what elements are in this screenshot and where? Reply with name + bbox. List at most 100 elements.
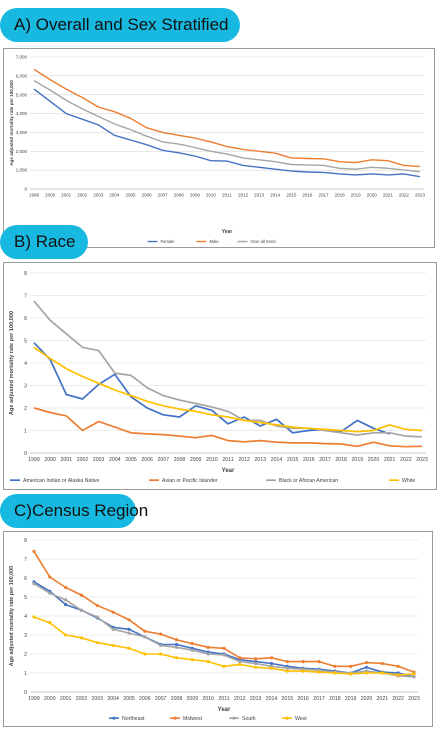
data-point xyxy=(159,632,163,636)
x-tick-label: 2018 xyxy=(335,457,347,463)
data-point xyxy=(269,666,274,670)
chart-race: 0 1 2 3 4 5 6 7 8 1999 2000 2001 2002 2003 2004 2005 200… xyxy=(9,271,428,484)
series-line-0 xyxy=(33,581,415,678)
data-point xyxy=(333,664,337,668)
x-tick-label: 2002 xyxy=(77,457,89,463)
x-tick-label: 2021 xyxy=(384,457,396,463)
y-tick-label: 5,000 xyxy=(16,92,28,97)
legend-label: White xyxy=(402,478,415,484)
x-tick-label: 2001 xyxy=(61,193,72,198)
legend-label: American Indian or Alaska Native xyxy=(23,478,100,484)
series-line-0 xyxy=(33,342,390,435)
data-point xyxy=(159,652,163,656)
x-tick-label: 2003 xyxy=(93,193,104,198)
data-point xyxy=(111,627,115,631)
data-point xyxy=(285,660,289,664)
y-tick-label: 0 xyxy=(24,690,27,696)
y-tick-label: 2,000 xyxy=(16,149,28,154)
data-point xyxy=(254,657,258,661)
x-tick-label: 2016 xyxy=(297,696,309,702)
legend-label: Asian or Pacific Islander xyxy=(162,478,218,484)
y-axis-label: Age adjusted mortality rate per 100,000 xyxy=(9,80,14,166)
data-point xyxy=(64,598,68,602)
data-point xyxy=(143,629,147,633)
x-tick-label: 1999 xyxy=(28,696,40,702)
chart-overall-sex: 0 1,000 2,000 3,000 4,000 5,000 6,000 7,000 1999… xyxy=(9,55,426,244)
x-tick-label: 2013 xyxy=(255,457,267,463)
data-point xyxy=(127,618,131,622)
legend-marker xyxy=(232,716,236,720)
x-tick-label: 2022 xyxy=(392,696,404,702)
heading-overall-sex: A) Overall and Sex Stratified xyxy=(0,8,240,42)
data-point xyxy=(111,610,115,614)
legend-label: Over all trend xyxy=(251,239,277,244)
data-point xyxy=(412,675,416,679)
x-tick-label: 2007 xyxy=(158,193,169,198)
data-point xyxy=(64,633,68,637)
legend-marker xyxy=(173,716,177,720)
x-tick-label: 2020 xyxy=(367,193,378,198)
x-tick-label: 2010 xyxy=(202,696,214,702)
series-line-1 xyxy=(33,68,421,168)
y-tick-label: 0 xyxy=(24,187,27,192)
data-point xyxy=(143,652,147,656)
series-line-1 xyxy=(33,407,423,448)
x-tick-label: 2005 xyxy=(123,696,135,702)
x-tick-label: 2012 xyxy=(234,696,246,702)
x-tick-label: 2002 xyxy=(77,193,88,198)
x-tick-label: 2011 xyxy=(222,193,232,198)
x-axis-label: Year xyxy=(222,468,235,474)
x-tick-label: 2014 xyxy=(271,457,283,463)
y-tick-label: 7 xyxy=(24,293,27,299)
data-point xyxy=(95,641,99,645)
data-point xyxy=(174,656,179,660)
legend-label: Male xyxy=(210,239,220,244)
x-tick-label: 2019 xyxy=(351,193,362,198)
data-point xyxy=(48,621,52,625)
data-point xyxy=(364,665,369,669)
y-tick-label: 7,000 xyxy=(16,55,28,60)
data-point xyxy=(174,645,179,649)
y-tick-label: 6 xyxy=(24,316,27,322)
data-point xyxy=(159,643,163,648)
data-point xyxy=(222,646,226,650)
x-tick-label: 2009 xyxy=(187,696,199,702)
x-tick-label: 2020 xyxy=(361,696,373,702)
x-tick-label: 2017 xyxy=(313,696,325,702)
data-point xyxy=(396,673,400,677)
data-point xyxy=(222,653,226,657)
data-point xyxy=(64,585,68,590)
x-tick-label: 2001 xyxy=(60,696,72,702)
x-tick-label: 2020 xyxy=(368,457,380,463)
data-point xyxy=(143,635,147,639)
y-tick-label: 2 xyxy=(24,652,27,658)
x-tick-label: 2007 xyxy=(158,457,170,463)
y-tick-label: 1 xyxy=(24,671,27,677)
legend-marker xyxy=(285,716,289,720)
legend-label: South xyxy=(242,716,256,722)
data-point xyxy=(380,671,384,675)
x-tick-label: 2010 xyxy=(206,457,218,463)
x-tick-label: 2011 xyxy=(222,457,233,463)
x-tick-label: 2000 xyxy=(44,457,56,463)
x-axis-label: Year xyxy=(222,229,233,235)
data-point xyxy=(206,660,210,664)
x-tick-label: 2015 xyxy=(282,696,294,702)
y-tick-label: 7 xyxy=(24,557,27,563)
x-tick-label: 2017 xyxy=(319,457,331,463)
heading-census-region: C)Census Region xyxy=(0,494,148,528)
series-line-3 xyxy=(33,346,423,433)
chart-panel-race: 0 1 2 3 4 5 6 7 8 1999 2000 2001 2002 2003 2004 2005 200… xyxy=(3,262,437,490)
data-point xyxy=(349,672,353,676)
data-point xyxy=(206,645,210,649)
y-tick-label: 4 xyxy=(24,361,27,367)
data-point xyxy=(95,603,99,608)
y-tick-label: 0 xyxy=(24,451,27,457)
data-point xyxy=(238,656,242,660)
legend-marker xyxy=(112,716,116,720)
series-line-0 xyxy=(33,88,421,178)
data-point xyxy=(174,638,179,642)
data-point xyxy=(285,669,289,673)
y-tick-label: 5 xyxy=(24,338,27,344)
data-point xyxy=(127,646,131,650)
